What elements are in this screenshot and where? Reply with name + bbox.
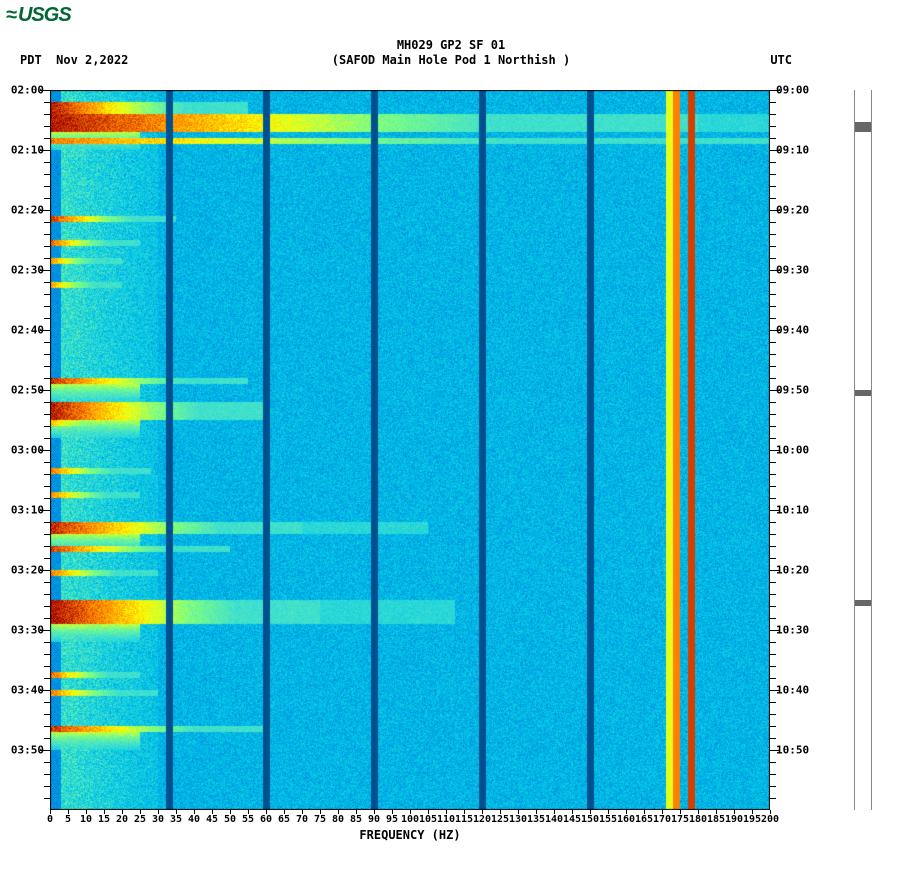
scroll-thumb[interactable] — [855, 390, 871, 396]
scrollbar-track[interactable] — [854, 90, 872, 810]
spectrogram-plot: 02:0002:1002:2002:3002:4002:5003:0003:10… — [50, 90, 770, 810]
scroll-thumb[interactable] — [855, 122, 871, 132]
title-line-1: MH029 GP2 SF 01 — [397, 38, 505, 52]
left-timezone: PDT Nov 2,2022 — [20, 53, 128, 67]
usgs-logo: USGS — [6, 4, 71, 27]
scroll-thumb[interactable] — [855, 600, 871, 606]
spectrogram-canvas — [50, 90, 770, 810]
title-line-2: (SAFOD Main Hole Pod 1 Northish ) — [332, 53, 570, 67]
xaxis-label: FREQUENCY (HZ) — [359, 828, 460, 842]
right-timezone: UTC — [770, 53, 792, 67]
